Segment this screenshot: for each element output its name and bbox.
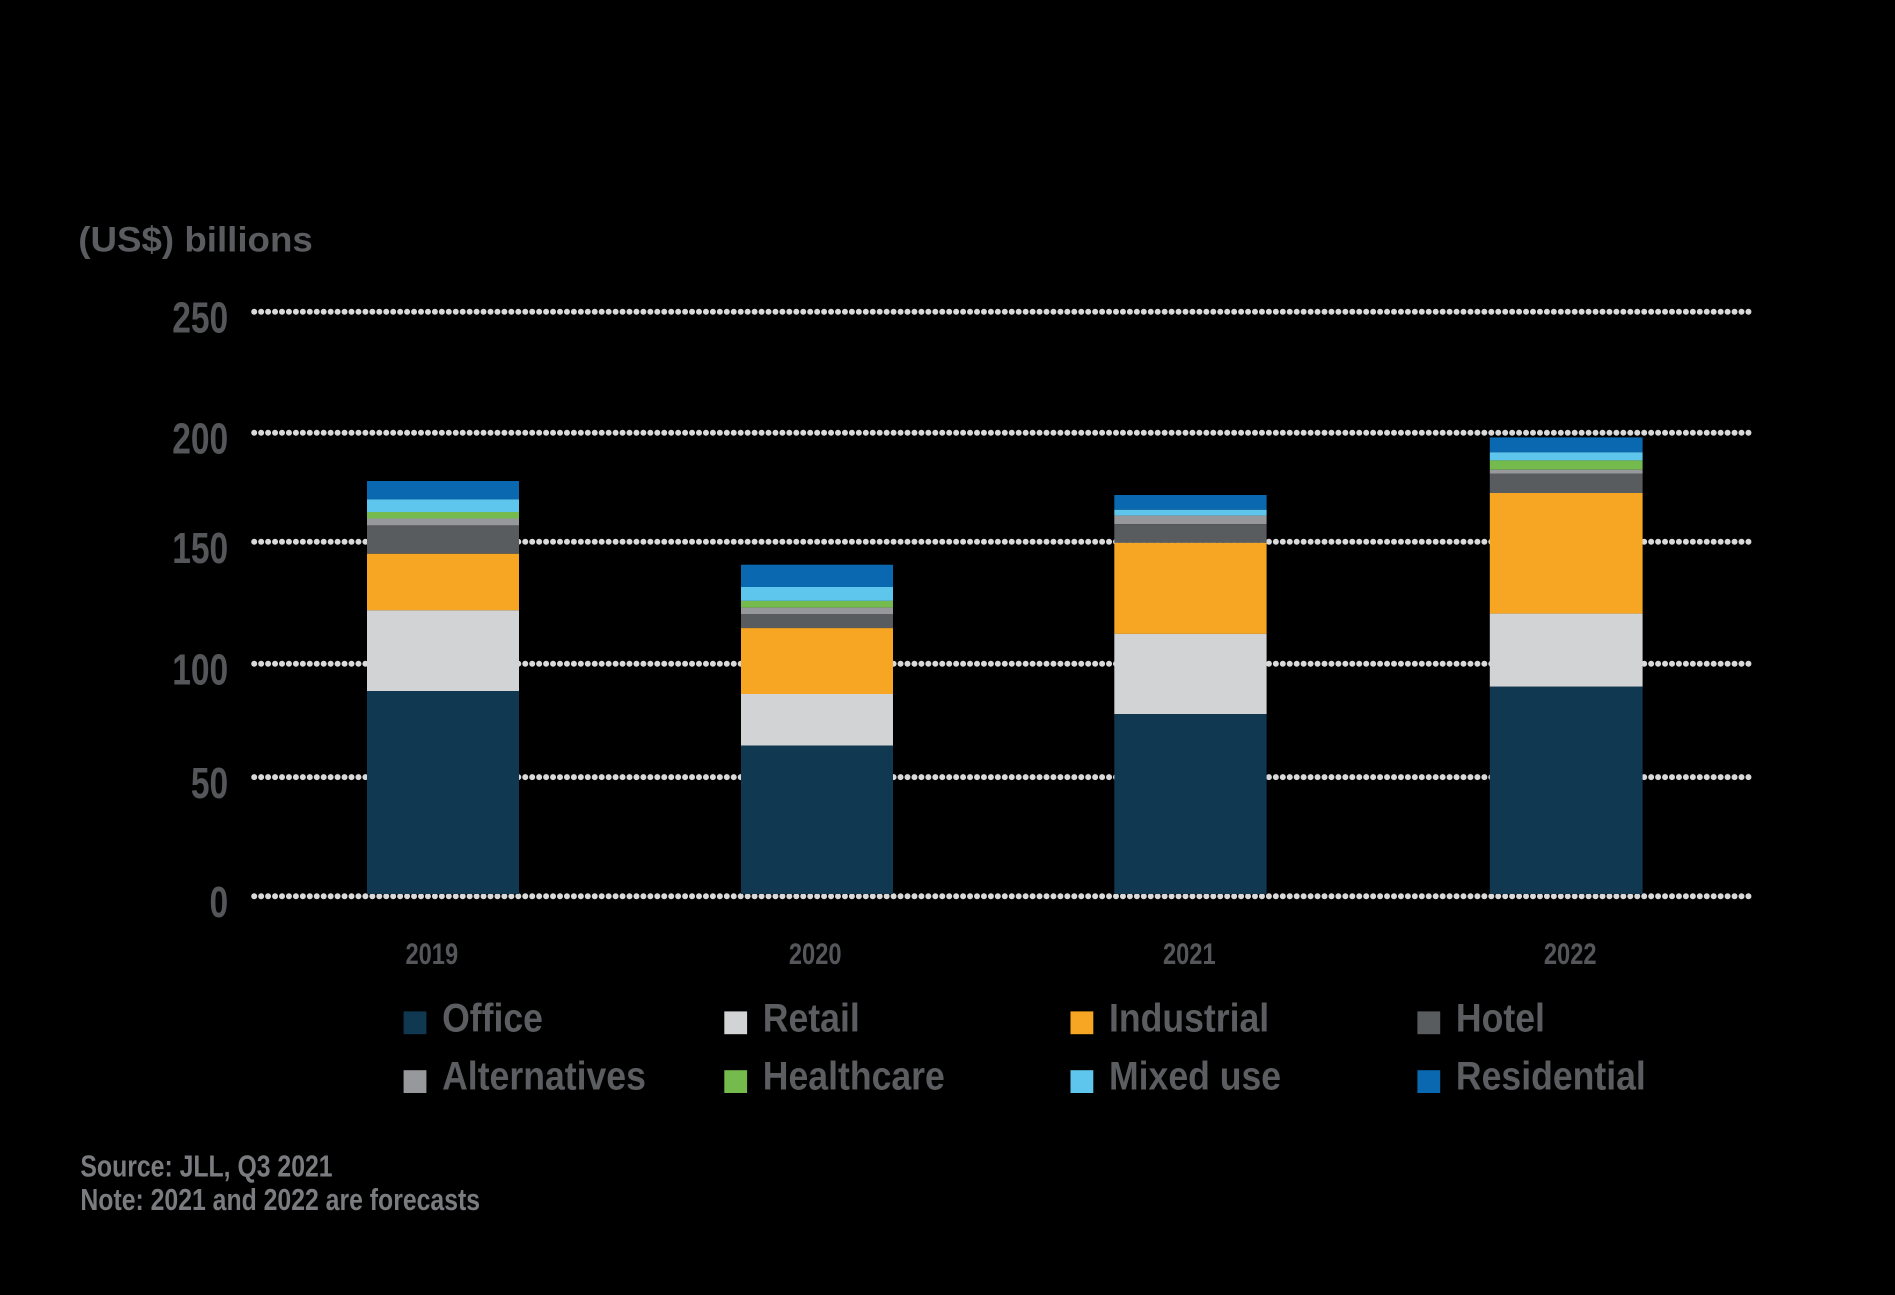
svg-text:Retail: Retail bbox=[763, 997, 860, 1041]
svg-text:200: 200 bbox=[172, 415, 228, 463]
svg-text:Industrial: Industrial bbox=[1109, 997, 1269, 1041]
svg-text:150: 150 bbox=[172, 525, 228, 573]
svg-text:Residential: Residential bbox=[1456, 1055, 1646, 1099]
svg-text:Healthcare: Healthcare bbox=[763, 1055, 945, 1099]
svg-text:Alternatives: Alternatives bbox=[442, 1055, 646, 1099]
svg-text:(US$) billions: (US$) billions bbox=[78, 219, 312, 259]
svg-text:2019: 2019 bbox=[405, 937, 458, 970]
svg-text:100: 100 bbox=[172, 646, 228, 694]
svg-text:2022: 2022 bbox=[1544, 937, 1597, 970]
svg-text:Source: JLL, Q3 2021: Source: JLL, Q3 2021 bbox=[80, 1149, 332, 1183]
svg-text:2021: 2021 bbox=[1163, 937, 1216, 970]
svg-text:250: 250 bbox=[172, 294, 228, 342]
svg-text:Note: 2021 and 2022 are foreca: Note: 2021 and 2022 are forecasts bbox=[80, 1182, 480, 1216]
svg-text:Mixed use: Mixed use bbox=[1109, 1055, 1281, 1099]
svg-text:50: 50 bbox=[191, 760, 228, 808]
svg-text:0: 0 bbox=[210, 879, 229, 927]
svg-text:Hotel: Hotel bbox=[1456, 997, 1545, 1041]
svg-text:Office: Office bbox=[442, 997, 543, 1041]
svg-text:2020: 2020 bbox=[789, 937, 842, 970]
